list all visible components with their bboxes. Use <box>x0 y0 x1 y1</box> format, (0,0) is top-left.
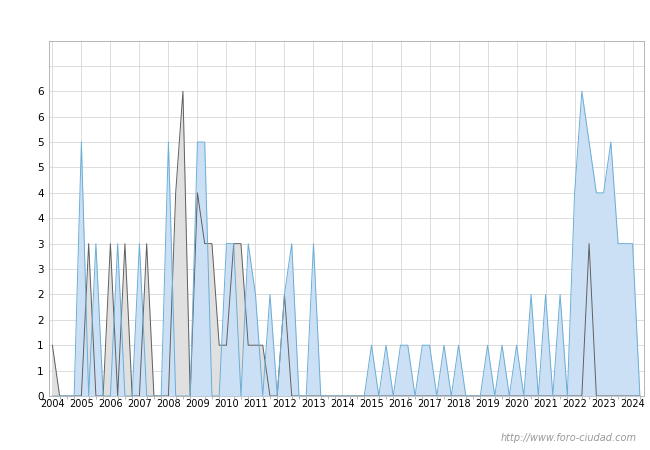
Text: Lucillo - Evolucion del Nº de Transacciones Inmobiliarias: Lucillo - Evolucion del Nº de Transaccio… <box>93 10 557 26</box>
Text: http://www.foro-ciudad.com: http://www.foro-ciudad.com <box>501 433 637 443</box>
